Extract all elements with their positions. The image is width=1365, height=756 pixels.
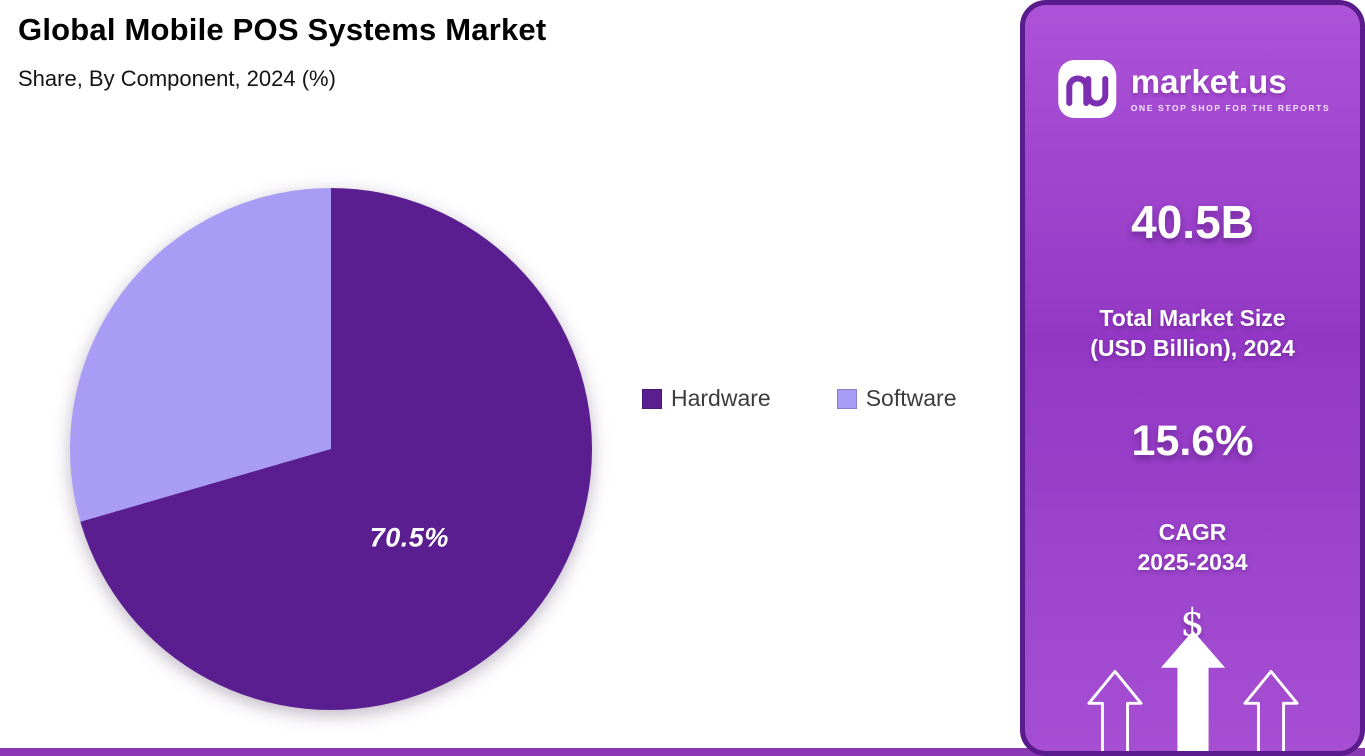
arrow-middle-icon: [1160, 630, 1225, 751]
cagr-value: 15.6%: [1131, 417, 1254, 465]
brand-tagline: ONE STOP SHOP FOR THE REPORTS: [1130, 102, 1331, 113]
chart-panel: Global Mobile POS Systems Market Share, …: [18, 12, 957, 710]
legend-label-software: Software: [865, 385, 957, 411]
pie-chart: 70.5%: [70, 188, 592, 710]
growth-arrows-icon: [1086, 628, 1300, 751]
cagr-label: CAGR 2025-2034: [1025, 517, 1360, 578]
legend-label-hardware: Hardware: [671, 385, 771, 411]
chart-title: Global Mobile POS Systems Market: [18, 12, 547, 47]
arrow-right-icon: [1242, 669, 1299, 751]
market-size-label-line1: Total Market Size: [1099, 305, 1286, 331]
market-size-label-line2: (USD Billion), 2024: [1090, 335, 1295, 362]
chart-subtitle: Share, By Component, 2024 (%): [18, 66, 336, 91]
brand-sidebar: market.us ONE STOP SHOP FOR THE REPORTS …: [1020, 0, 1365, 756]
cagr-period: 2025-2034: [1137, 549, 1248, 576]
marketus-logo-icon: [1055, 57, 1119, 121]
arrow-left-icon: [1086, 669, 1143, 751]
pie-slice-label: 70.5%: [369, 522, 449, 553]
software-swatch-icon: [836, 388, 857, 409]
legend-item-hardware: Hardware: [642, 385, 771, 412]
brand-logo: market.us ONE STOP SHOP FOR THE REPORTS: [1055, 57, 1330, 121]
market-size-label: Total Market Size (USD Billion), 2024: [1025, 303, 1360, 364]
chart-legend: Hardware Software: [642, 385, 956, 412]
legend-item-software: Software: [836, 385, 957, 412]
brand-name: market.us: [1130, 63, 1287, 101]
hardware-swatch-icon: [642, 388, 662, 409]
cagr-label-text: CAGR: [1158, 519, 1227, 545]
market-size-value: 40.5B: [1131, 196, 1254, 248]
bottom-accent-strip: [0, 748, 1365, 756]
